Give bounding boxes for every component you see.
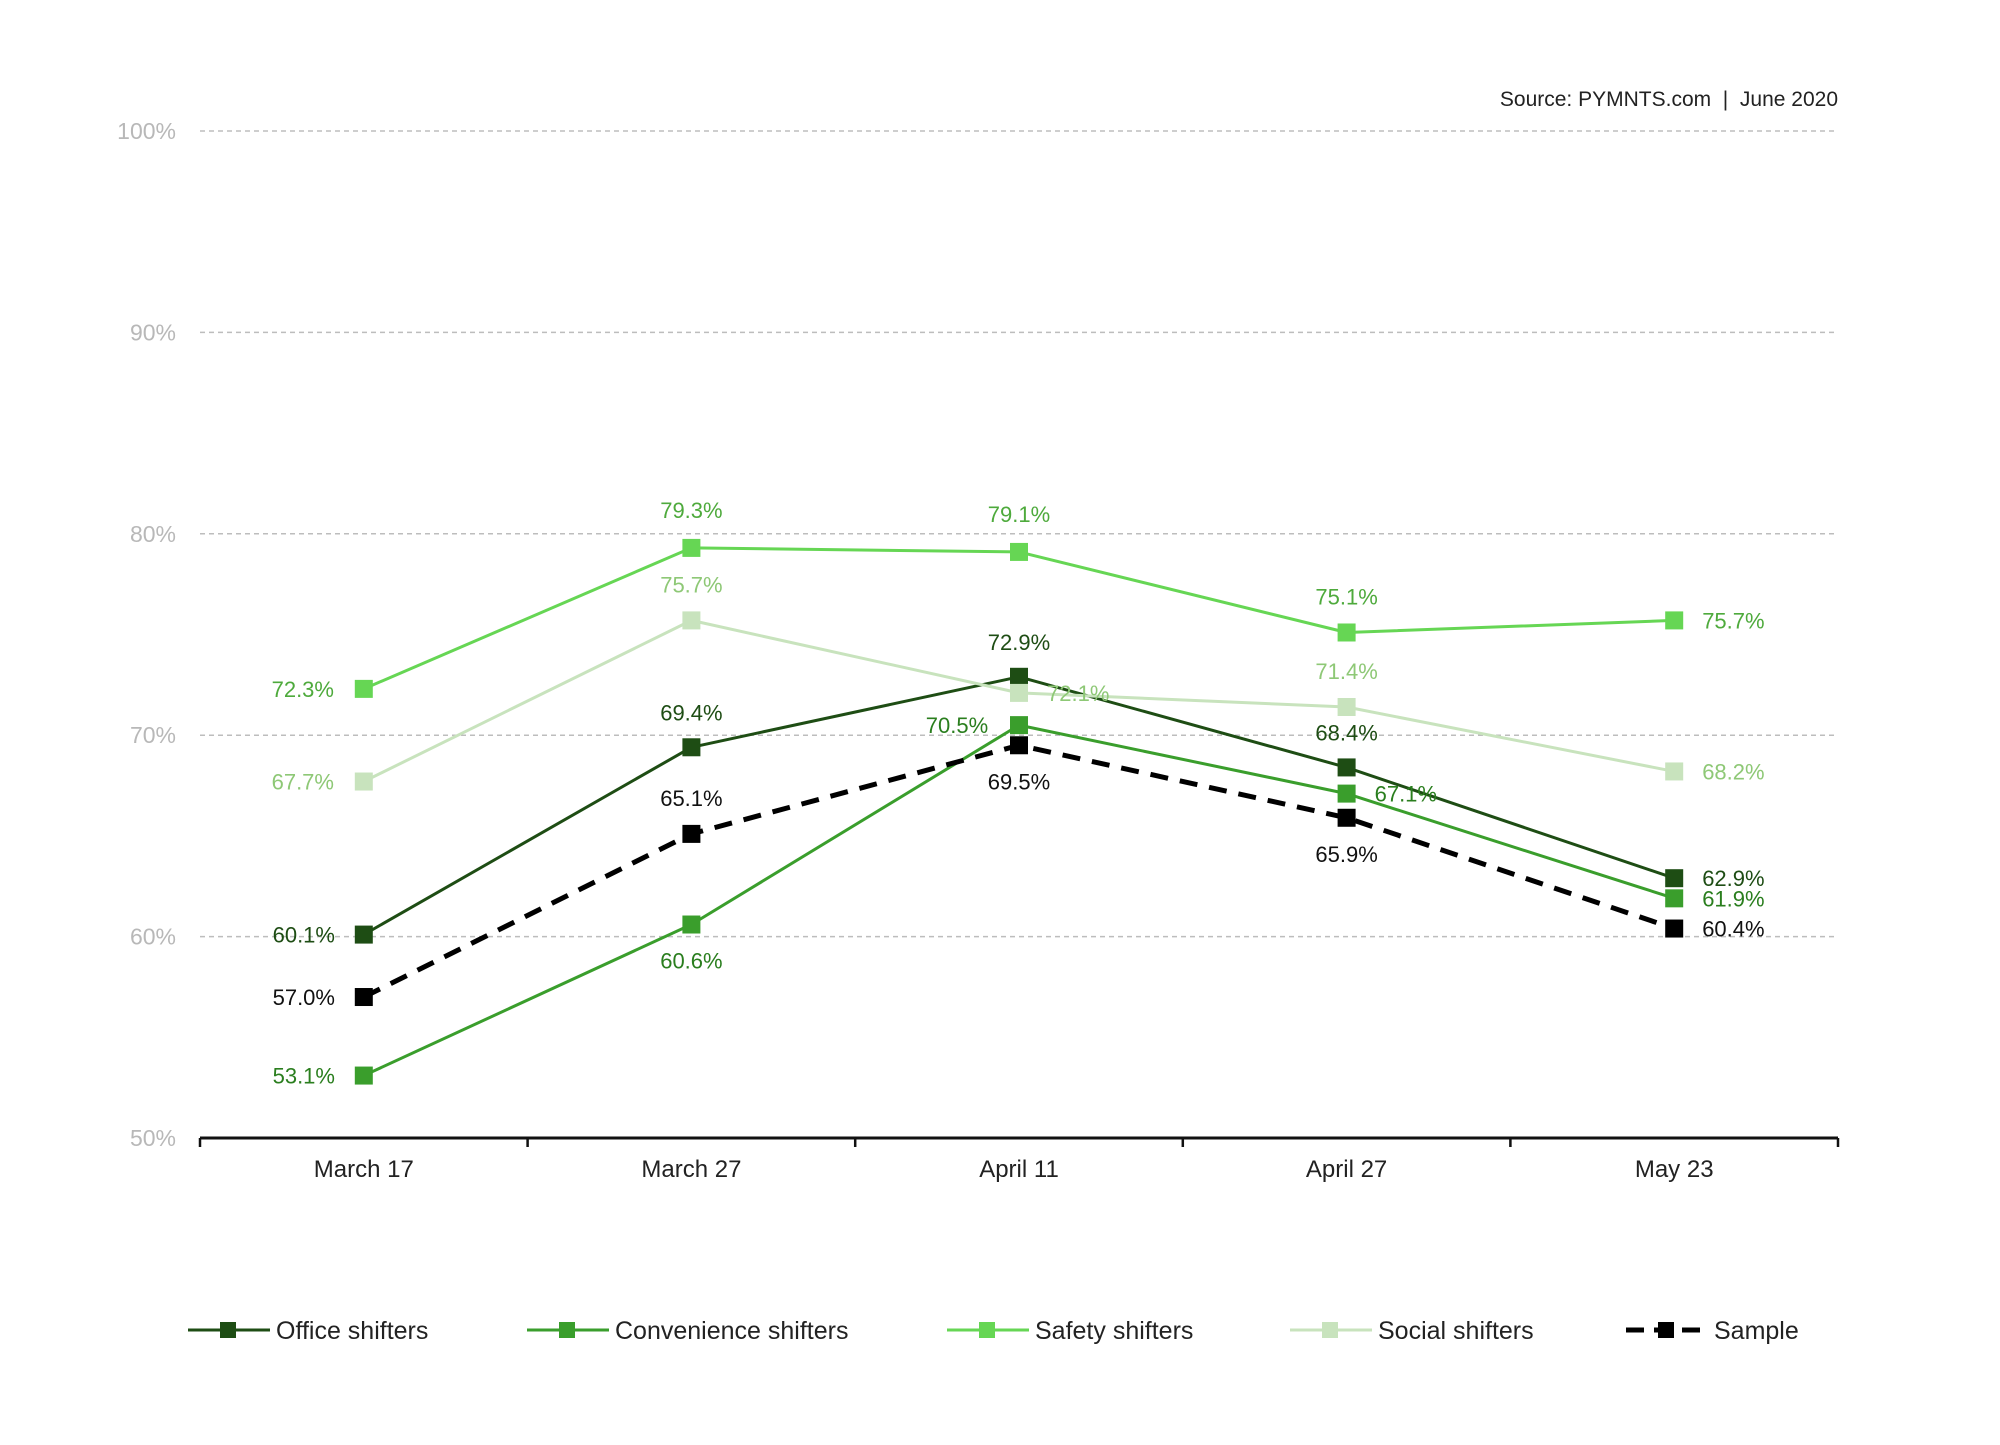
data-label: 72.1% bbox=[1047, 681, 1109, 706]
y-tick-label: 70% bbox=[130, 722, 176, 748]
legend-item: Convenience shifters bbox=[527, 1317, 848, 1345]
data-point-marker bbox=[1010, 683, 1028, 702]
data-label: 53.1% bbox=[273, 1064, 335, 1089]
data-point-marker bbox=[1665, 889, 1684, 908]
data-label: 71.4% bbox=[1315, 659, 1377, 684]
data-label: 67.1% bbox=[1375, 782, 1437, 807]
data-label: 79.3% bbox=[660, 498, 722, 523]
data-point-marker bbox=[1010, 542, 1028, 561]
legend-item: Social shifters bbox=[1290, 1317, 1534, 1345]
legend-item: Safety shifters bbox=[947, 1317, 1193, 1345]
legend-label: Safety shifters bbox=[1035, 1317, 1193, 1345]
data-label: 72.9% bbox=[988, 630, 1050, 655]
y-tick-label: 50% bbox=[130, 1125, 176, 1151]
x-tick-label: May 23 bbox=[1635, 1156, 1714, 1183]
data-point-marker bbox=[1665, 869, 1684, 888]
y-tick-label: 60% bbox=[130, 924, 176, 950]
x-tick-label: March 17 bbox=[314, 1156, 414, 1183]
data-point-marker bbox=[682, 824, 701, 843]
data-point-marker bbox=[1665, 762, 1684, 781]
data-label: 61.9% bbox=[1702, 886, 1764, 911]
data-label: 60.1% bbox=[273, 923, 335, 948]
legend: Office shifters Convenience shifters Safet… bbox=[188, 1317, 1799, 1345]
data-point-marker bbox=[1337, 758, 1356, 777]
legend-swatch-marker bbox=[1658, 1322, 1674, 1338]
data-point-marker bbox=[682, 915, 701, 934]
data-label: 68.4% bbox=[1315, 720, 1377, 745]
data-label: 79.1% bbox=[988, 502, 1050, 527]
axes: March 17 March 27 April 11 April 27 May 23 bbox=[198, 1136, 1840, 1183]
legend-label: Convenience shifters bbox=[615, 1317, 848, 1345]
data-point-marker bbox=[682, 738, 701, 757]
legend-swatch-marker bbox=[1322, 1322, 1338, 1338]
data-point-marker bbox=[682, 538, 701, 557]
data-labels: 60.1% 69.4% 72.9% 68.4% 62.9% 53.1% 60.6% 70.5%… bbox=[272, 498, 1765, 1089]
legend-item: Office shifters bbox=[188, 1317, 428, 1345]
series-line bbox=[363, 675, 1675, 936]
data-label: 69.5% bbox=[988, 769, 1050, 794]
data-label: 62.9% bbox=[1702, 866, 1764, 891]
data-label: 57.0% bbox=[273, 985, 335, 1010]
data-point-marker bbox=[1010, 716, 1028, 735]
x-tick-label: March 27 bbox=[641, 1156, 741, 1183]
data-point-marker bbox=[1337, 784, 1356, 803]
data-label: 69.4% bbox=[660, 700, 722, 725]
legend-item: Sample bbox=[1626, 1317, 1799, 1345]
data-point-marker bbox=[1337, 698, 1356, 717]
legend-swatch-marker bbox=[220, 1322, 236, 1338]
y-tick-label: 90% bbox=[130, 319, 176, 345]
data-label: 60.4% bbox=[1702, 917, 1764, 942]
series-line bbox=[363, 546, 1675, 691]
data-point-marker bbox=[1010, 736, 1028, 755]
data-point-marker bbox=[1010, 667, 1028, 686]
data-label: 67.7% bbox=[272, 770, 334, 795]
legend-swatch-marker bbox=[559, 1322, 575, 1338]
legend-swatch-marker bbox=[979, 1322, 995, 1338]
x-tick-label: April 27 bbox=[1306, 1156, 1387, 1183]
data-label: 65.1% bbox=[660, 786, 722, 811]
data-point-marker bbox=[354, 679, 373, 698]
legend-label: Social shifters bbox=[1378, 1317, 1534, 1345]
data-point-marker bbox=[1337, 623, 1356, 642]
gridlines: 50% 60% 70% 80% 90% 100% bbox=[117, 118, 1838, 1151]
data-point-marker bbox=[682, 611, 701, 630]
data-point-marker bbox=[354, 988, 373, 1007]
data-point-marker bbox=[1337, 808, 1356, 827]
data-label: 65.9% bbox=[1315, 842, 1377, 867]
data-point-marker bbox=[1665, 919, 1684, 938]
data-point-marker bbox=[354, 1066, 373, 1085]
data-point-marker bbox=[1665, 611, 1684, 630]
legend-label: Sample bbox=[1714, 1317, 1799, 1345]
y-tick-label: 100% bbox=[117, 118, 176, 144]
data-label: 60.6% bbox=[660, 949, 722, 974]
data-label: 75.1% bbox=[1315, 584, 1377, 609]
data-point-marker bbox=[354, 925, 373, 944]
data-label: 75.7% bbox=[1702, 608, 1764, 633]
data-label: 70.5% bbox=[926, 713, 988, 738]
data-point-marker bbox=[354, 772, 373, 791]
source-note: Source: PYMNTS.com | June 2020 bbox=[1500, 88, 1838, 111]
data-label: 75.7% bbox=[660, 572, 722, 597]
legend-label: Office shifters bbox=[276, 1317, 428, 1345]
series bbox=[354, 538, 1684, 1085]
y-tick-label: 80% bbox=[130, 521, 176, 547]
data-label: 68.2% bbox=[1702, 759, 1764, 784]
data-label: 72.3% bbox=[272, 677, 334, 702]
x-tick-label: April 11 bbox=[979, 1156, 1059, 1183]
